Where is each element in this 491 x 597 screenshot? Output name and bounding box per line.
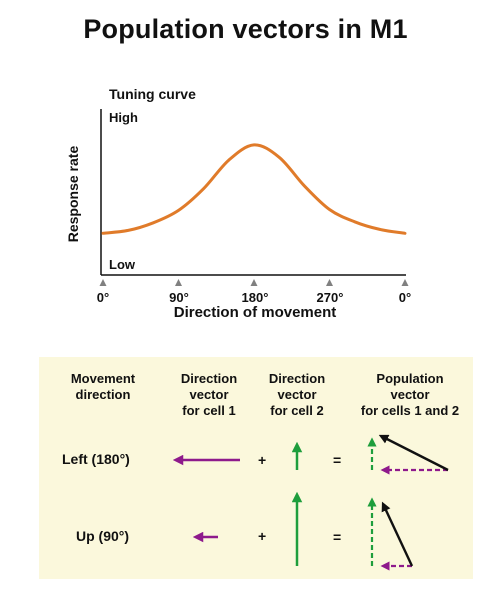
x-tick-marker — [250, 279, 258, 286]
x-axis-label: Direction of movement — [173, 304, 337, 321]
x-tick-marker — [401, 279, 409, 286]
tuning-curve-line — [101, 143, 407, 235]
population-vector-up — [381, 501, 414, 567]
population-vector-left — [378, 434, 449, 472]
page-title: Population vectors in M1 — [83, 14, 408, 44]
x-tick-label: 270° — [316, 290, 344, 305]
header-cell2-vector: Direction vector for cell 2 — [268, 371, 326, 418]
high-label: High — [109, 110, 138, 125]
header-movement-direction: Movement direction — [70, 371, 136, 402]
x-tick-label: 0° — [96, 290, 110, 305]
x-tick-marker — [326, 279, 333, 286]
plus-sign: + — [258, 452, 267, 468]
plus-sign: + — [258, 528, 267, 544]
x-tick-marker — [175, 279, 182, 286]
x-tick-label: 180° — [241, 290, 269, 305]
row-label-up: Up (90°) — [76, 528, 130, 544]
low-label: Low — [109, 257, 135, 272]
x-tick-marker — [99, 279, 107, 286]
chart-title: Tuning curve — [109, 86, 196, 102]
x-tick-label: 90° — [169, 290, 189, 305]
equals-sign: = — [333, 529, 342, 545]
x-tick-label: 0° — [398, 290, 412, 305]
header-cell1-vector: Direction vector for cell 1 — [180, 371, 238, 418]
tuning-curve-chart — [99, 109, 409, 286]
header-population-vector: Population vector for cells 1 and 2 — [360, 371, 460, 418]
equals-sign: = — [333, 452, 342, 468]
row-label-left: Left (180°) — [62, 451, 130, 467]
